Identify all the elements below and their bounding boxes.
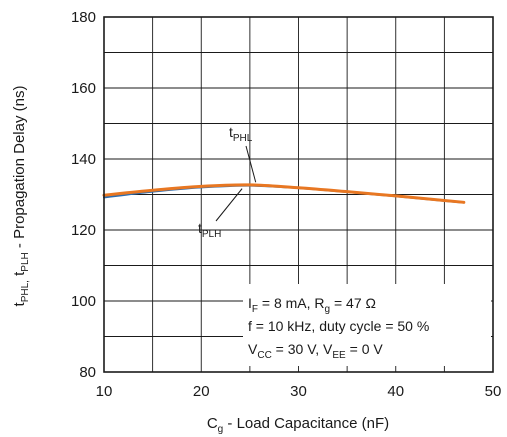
series-layer	[102, 183, 466, 204]
x-tick-label: 40	[387, 383, 404, 400]
series-label-tplh-text: tPLH	[198, 220, 221, 240]
x-tick-label: 50	[485, 383, 502, 400]
series-line-tphl	[102, 183, 466, 204]
series-label-tphl: tPHL	[229, 124, 257, 183]
y-tick-label: 160	[71, 80, 96, 97]
x-tick-label: 20	[193, 383, 210, 400]
series-label-tplh: tPLH	[198, 188, 243, 240]
y-axis-label: tPHL, tPLH - Propagation Delay (ns)	[11, 86, 31, 307]
y-tick-label: 100	[71, 293, 96, 310]
test-conditions-line-3: VCC = 30 V, VEE = 0 V	[248, 341, 383, 361]
leader-line-tphl	[245, 145, 257, 183]
y-tick-label: 120	[71, 222, 96, 239]
y-tick-label: 80	[79, 364, 96, 381]
x-tick-label: 30	[290, 383, 307, 400]
x-axis-label: Cg - Load Capacitance (nF)	[207, 415, 389, 435]
test-conditions: IF = 8 mA, Rg = 47 Ω f = 10 kHz, duty cy…	[243, 284, 491, 366]
test-conditions-line-2: f = 10 kHz, duty cycle = 50 %	[248, 318, 429, 334]
x-tick-label: 10	[96, 383, 113, 400]
leader-line-tplh	[215, 188, 243, 222]
tick-labels: 10 20 30 40 50 80 100 120 140 160 180	[71, 9, 501, 400]
series-label-tphl-text: tPHL	[229, 124, 253, 144]
plot-frame	[103, 16, 494, 373]
y-tick-label: 140	[71, 151, 96, 168]
test-conditions-line-1: IF = 8 mA, Rg = 47 Ω	[248, 295, 376, 315]
test-conditions-box	[243, 284, 491, 366]
y-tick-label: 180	[71, 9, 96, 26]
